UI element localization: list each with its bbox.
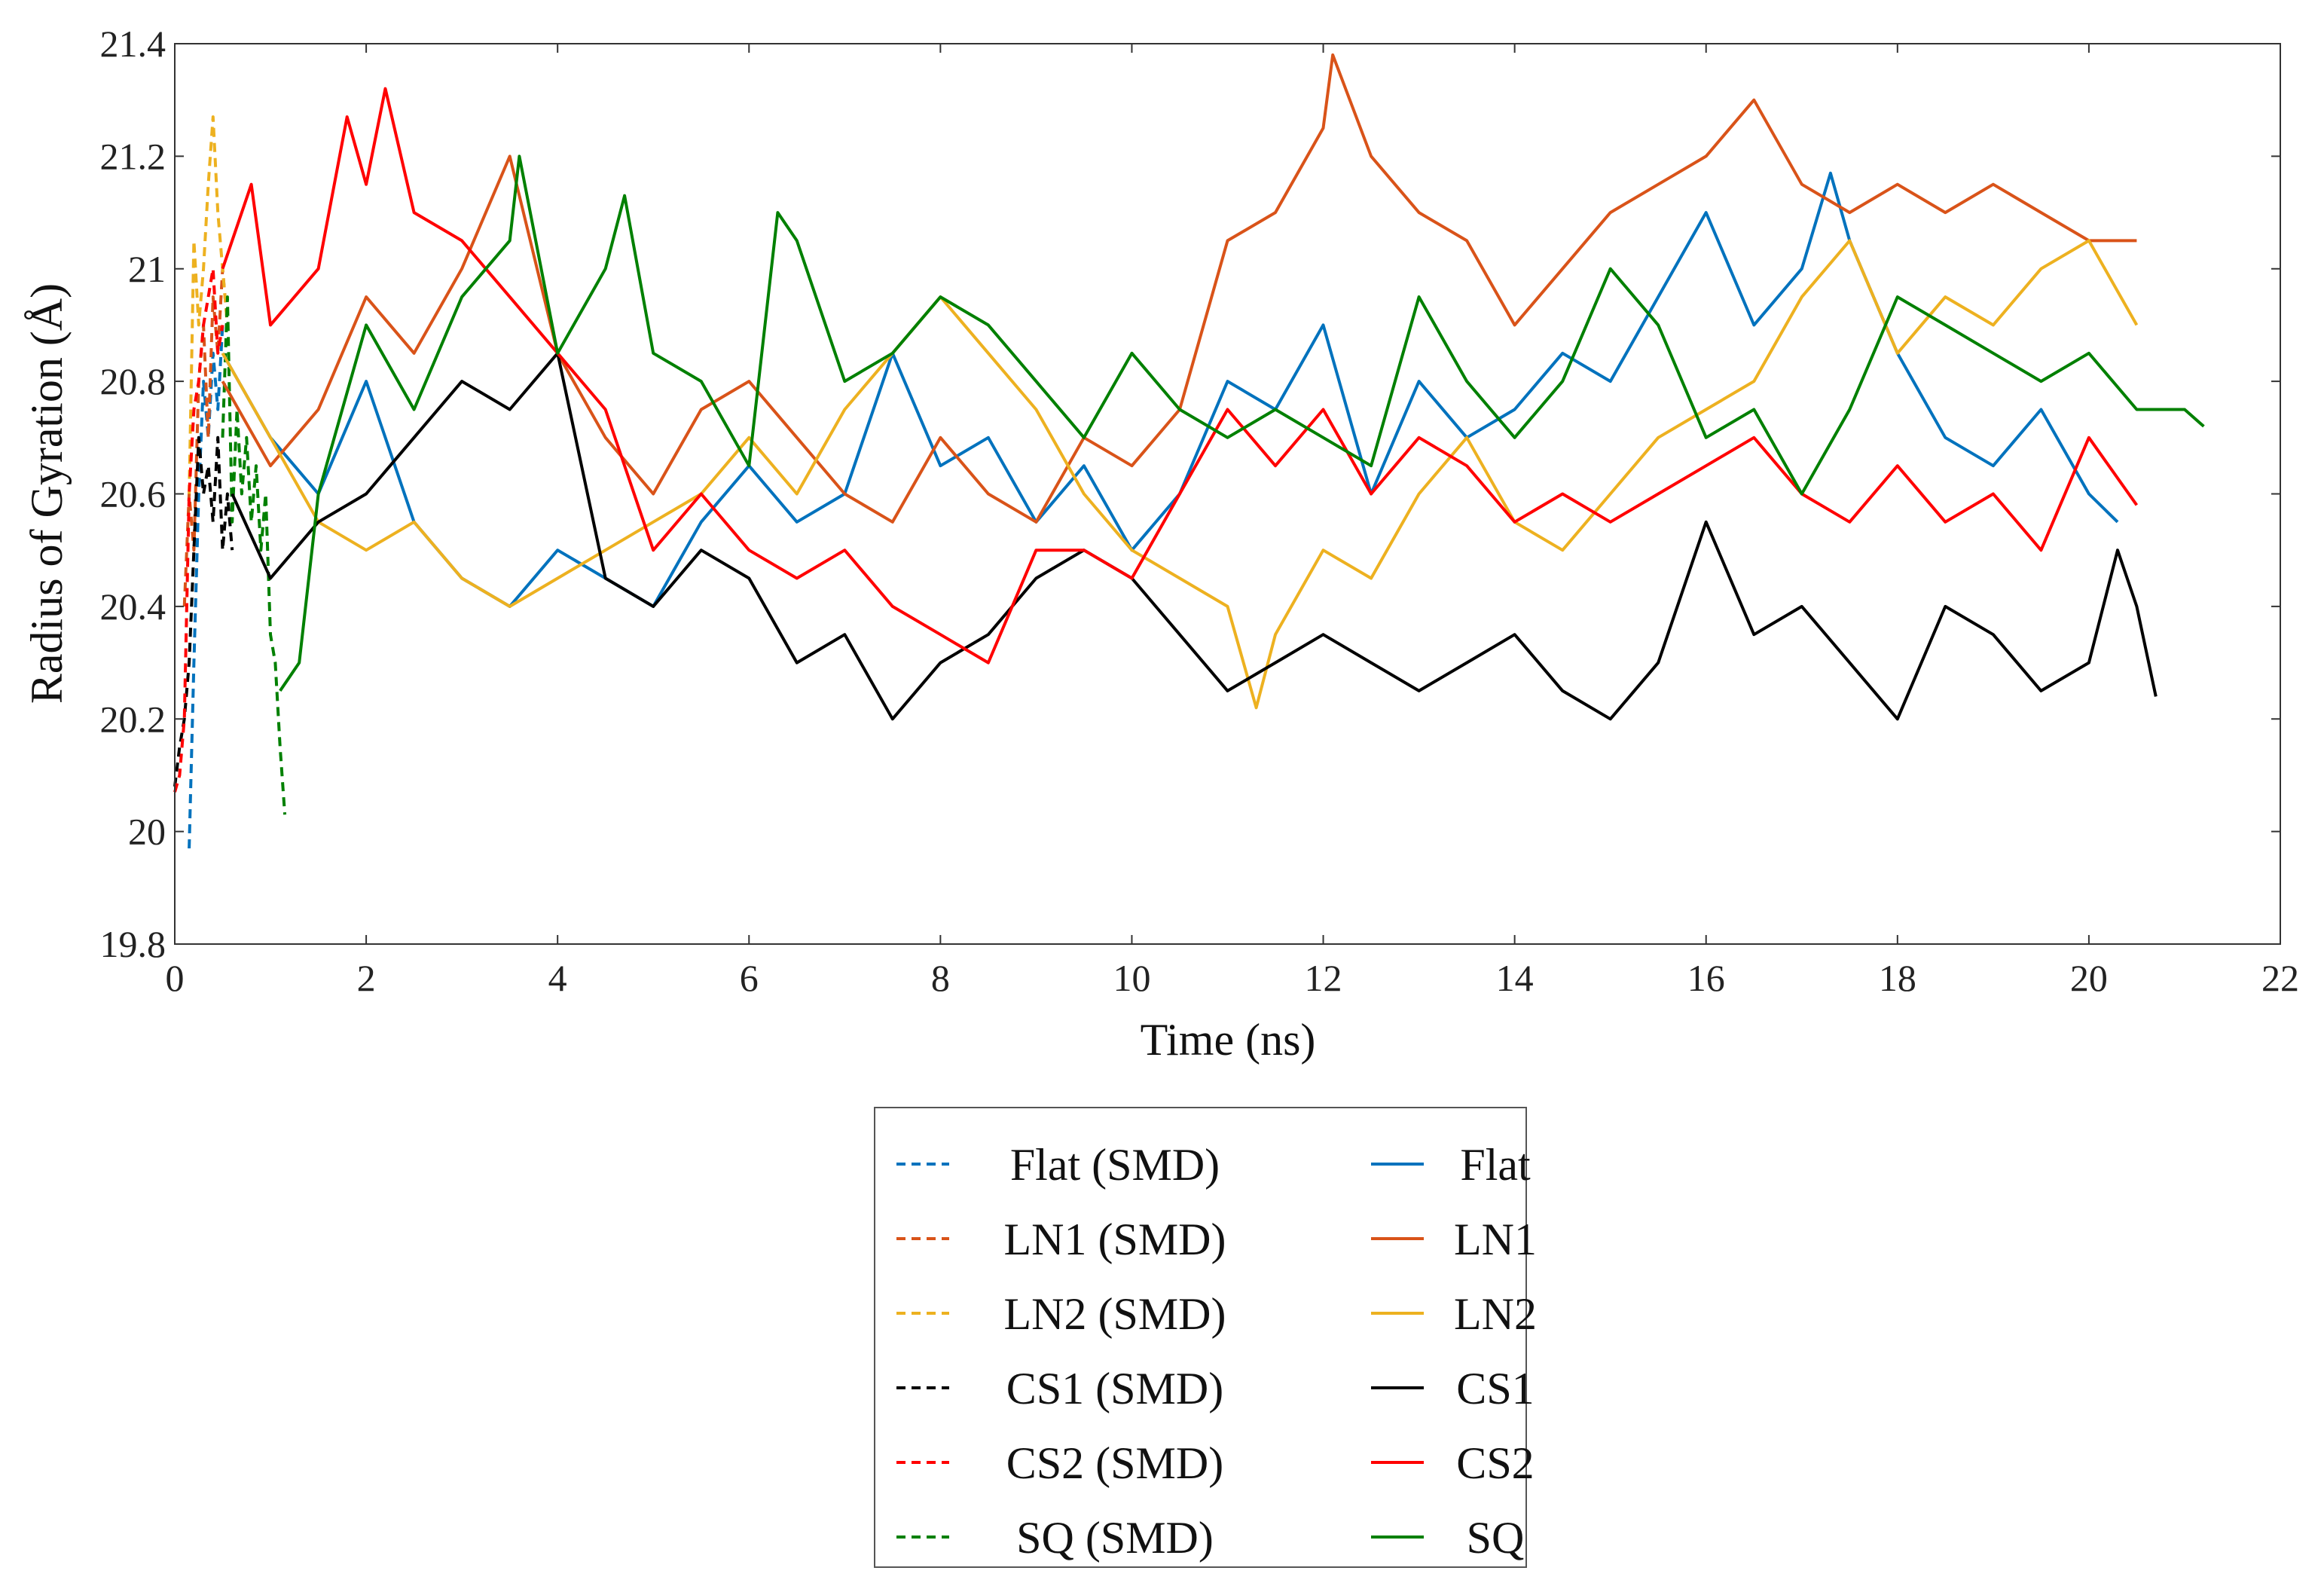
- y-axis-title: Radius of Gyration (Å): [22, 283, 72, 704]
- y-tick-label: 20.2: [100, 698, 166, 740]
- x-tick-label: 18: [1879, 957, 1916, 999]
- y-tick-label: 20.8: [100, 360, 166, 402]
- legend-label-cs1: CS1: [1456, 1364, 1534, 1413]
- x-tick-label: 12: [1305, 957, 1342, 999]
- y-tick-label: 19.8: [100, 923, 166, 965]
- y-tick-label: 21.2: [100, 135, 166, 177]
- y-tick-label: 21.4: [100, 23, 166, 65]
- y-tick-label: 20: [128, 811, 166, 853]
- series-line-cs1: [231, 351, 2158, 721]
- y-tick-label: 20.4: [100, 585, 166, 628]
- series-line-flat: [221, 171, 2119, 608]
- series-line-sq: [279, 154, 2205, 692]
- legend-label-ln1-smd: LN1 (SMD): [1004, 1215, 1226, 1264]
- plot-area-frame: [174, 43, 2281, 945]
- legend-label-sq-smd: SQ (SMD): [1016, 1513, 1214, 1563]
- series-line-cs2: [221, 87, 2139, 665]
- legend-label-cs2: CS2: [1456, 1438, 1534, 1488]
- x-tick-label: 14: [1496, 957, 1534, 999]
- x-tick-label: 6: [740, 957, 759, 999]
- x-tick-label: 20: [2070, 957, 2108, 999]
- legend-label-cs1-smd: CS1 (SMD): [1006, 1364, 1223, 1413]
- legend: Flat (SMD) LN1 (SMD) LN2 (SMD) CS1 (SMD) CS2…: [874, 1107, 1537, 1568]
- x-axis-title: Time (ns): [1141, 1015, 1316, 1065]
- series-line-flat-smd: [188, 325, 224, 849]
- series-line-cs1-smd: [173, 435, 234, 787]
- x-tick-label: 4: [548, 957, 567, 999]
- legend-label-flat-smd: Flat (SMD): [1010, 1140, 1220, 1190]
- x-tick-label: 22: [2261, 957, 2299, 999]
- legend-label-ln2: LN2: [1454, 1289, 1537, 1339]
- x-tick-label: 10: [1113, 957, 1150, 999]
- series-line-ln2-smd: [188, 115, 229, 494]
- y-tick-label: 21: [128, 248, 166, 290]
- legend-label-flat: Flat: [1460, 1140, 1531, 1190]
- legend-label-ln2-smd: LN2 (SMD): [1004, 1289, 1226, 1339]
- series-line-ln2: [221, 239, 2139, 710]
- series-line-ln1: [221, 53, 2137, 524]
- x-tick-label: 8: [931, 957, 950, 999]
- legend-label-ln1: LN1: [1454, 1215, 1537, 1264]
- y-tick-label: 20.6: [100, 473, 166, 515]
- legend-items: Flat (SMD) LN1 (SMD) LN2 (SMD) CS1 (SMD) CS2…: [896, 1140, 1537, 1563]
- x-tick-label: 2: [357, 957, 376, 999]
- series-line-cs2-smd: [173, 267, 224, 793]
- legend-box: [874, 1107, 1527, 1568]
- x-axis-ticks: 0 2 4 6 8 10 12 14 16 18 20 22: [166, 44, 2299, 999]
- plot-lines: [173, 53, 2205, 849]
- series-line-sq-smd: [221, 295, 287, 815]
- y-axis-ticks: 19.8 20 20.2 20.4 20.6 20.8 21 21.2 21.4: [100, 23, 2280, 965]
- legend-label-cs2-smd: CS2 (SMD): [1006, 1438, 1223, 1488]
- legend-label-sq: SQ: [1467, 1513, 1525, 1563]
- series-line-ln1-smd: [182, 267, 229, 607]
- x-tick-label: 0: [166, 957, 185, 999]
- x-tick-label: 16: [1687, 957, 1725, 999]
